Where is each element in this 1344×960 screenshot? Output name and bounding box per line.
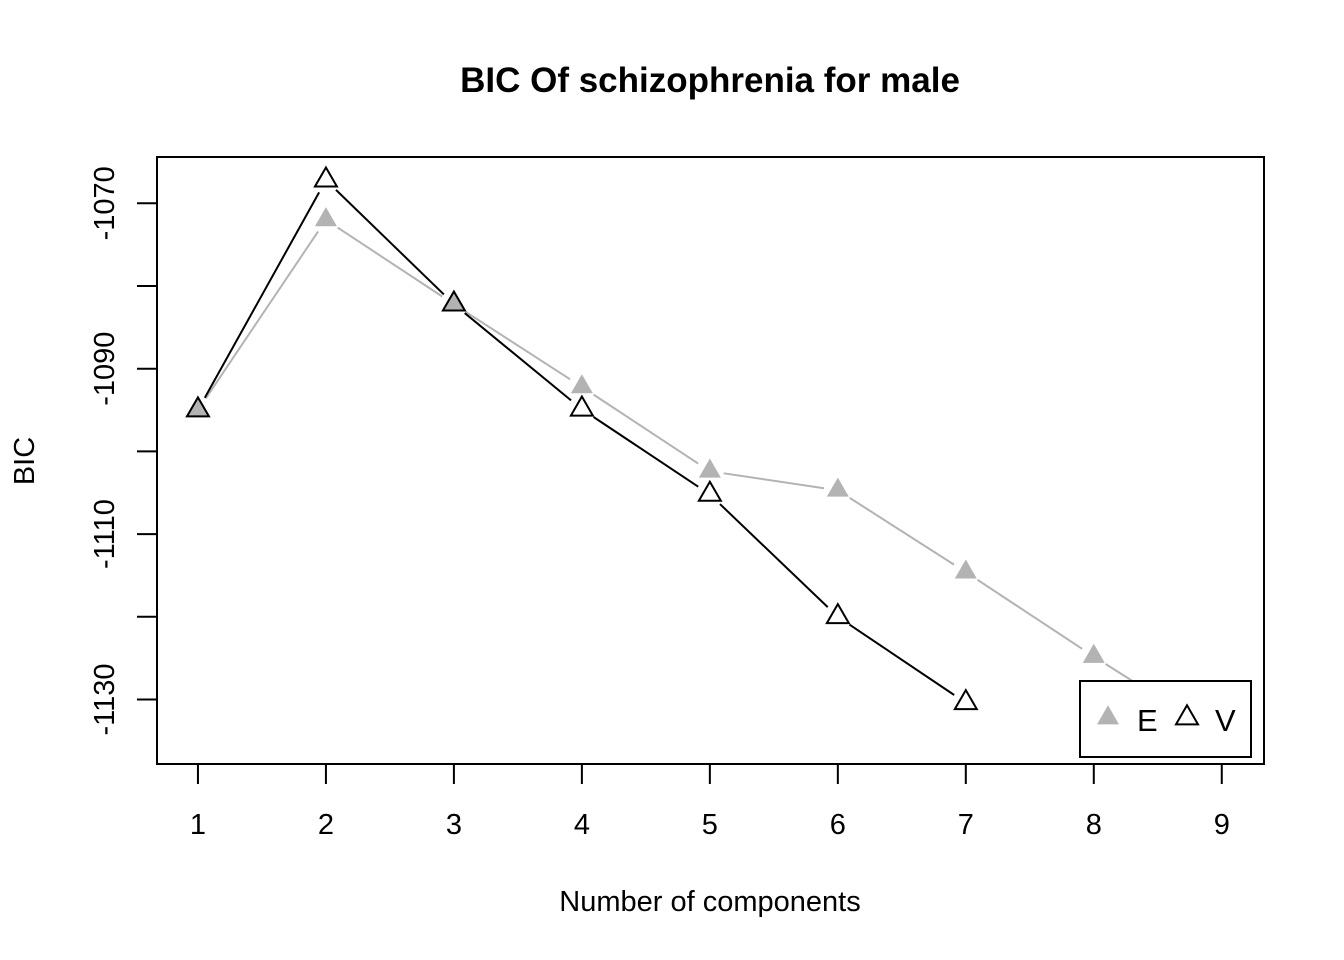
x-axis-label: Number of components [559,886,860,918]
x-tick-label: 8 [1086,809,1102,841]
y-tick-label: -1110 [89,499,121,569]
x-tick-label: 1 [190,809,206,841]
x-tick-label: 4 [574,809,590,841]
series-v-segment [848,623,955,696]
legend-label-v: V [1215,703,1236,738]
series-e-point [698,458,721,478]
series-e [186,207,1233,744]
y-tick-label: -1130 [89,663,121,735]
series-e-point [186,397,209,417]
y-axis: -1070 -1090 -1110 -1130 [89,166,158,736]
x-tick-label: 3 [446,809,462,841]
series-e-segment [723,472,825,490]
series-v-point [697,479,723,502]
series-v-segment [592,416,699,488]
x-axis: 1 2 3 4 5 6 7 8 9 [190,763,1230,841]
series-v-point [569,394,595,417]
series-v-segment [719,503,829,608]
x-tick-label: 7 [958,809,974,841]
series-v-point [185,395,211,418]
x-tick-label: 5 [702,809,718,841]
series-e-segment [593,393,699,465]
series-layer [185,165,1233,744]
series-v-segment [203,191,320,399]
series-e-point [570,374,593,394]
chart-title: BIC Of schizophrenia for male [460,61,960,100]
series-v-segment [335,189,445,296]
x-tick-label: 9 [1214,809,1230,841]
series-e-point [954,559,977,579]
series-v [185,165,979,711]
series-v-point [441,289,467,312]
series-e-point [1082,643,1105,663]
series-e-segment [337,226,443,298]
y-tick-label: -1070 [89,166,121,240]
legend: E V [1079,680,1252,758]
series-v-point [313,165,339,188]
series-v-segment [464,312,572,402]
y-tick-label: -1090 [89,332,121,406]
series-e-point [826,477,849,497]
y-axis-label: BIC [9,437,41,485]
series-e-segment [204,230,319,399]
series-e-segment [976,579,1083,650]
legend-label-e: E [1137,703,1158,738]
series-e-segment [465,310,571,381]
legend-marker-v [1174,703,1200,726]
legend-marker-e [1097,705,1119,725]
series-v-point [953,688,979,711]
series-e-point [442,291,465,311]
x-tick-label: 2 [318,809,334,841]
series-e-point [314,207,337,227]
series-e-segment [849,496,955,566]
x-tick-label: 6 [830,809,846,841]
series-v-point [825,602,851,625]
